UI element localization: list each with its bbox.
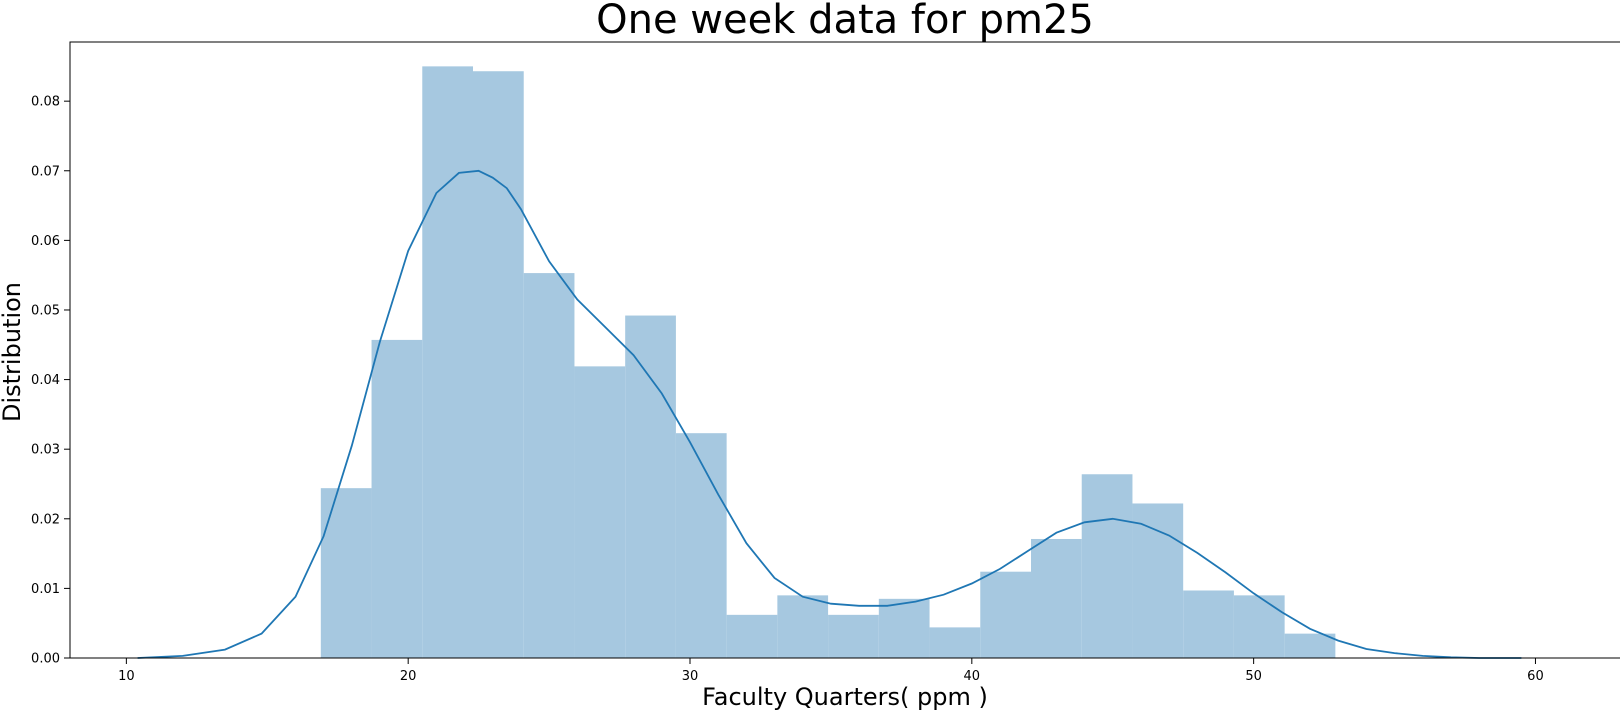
y-tick-label: 0.03 (31, 443, 60, 458)
y-axis-ticks: 0.00 0.01 0.02 0.03 0.04 0.05 0.06 0.07 0.08 (31, 95, 70, 667)
histogram-bars (320, 66, 1336, 659)
x-axis-label: Faculty Quarters( ppm ) (702, 683, 988, 711)
histogram-bar (625, 315, 676, 658)
histogram-bar (777, 595, 829, 658)
x-tick-label: 30 (682, 669, 699, 684)
histogram-bar (878, 598, 930, 658)
histogram-bar (574, 366, 626, 658)
histogram-bar (828, 614, 879, 658)
x-tick-label: 50 (1245, 669, 1262, 684)
y-axis-label: Distribution (0, 282, 26, 422)
y-tick-label: 0.07 (31, 164, 60, 179)
x-tick-label: 60 (1527, 669, 1544, 684)
histogram-bar (422, 66, 473, 659)
histogram-bar (1284, 633, 1336, 658)
x-tick-label: 10 (118, 669, 135, 684)
histogram-bar (1132, 503, 1184, 658)
histogram-bar (1183, 590, 1234, 658)
y-tick-label: 0.01 (31, 582, 60, 597)
x-axis-ticks: 10 20 30 40 50 60 (118, 658, 1544, 684)
y-tick-label: 0.00 (31, 652, 60, 667)
histogram-bar (473, 71, 524, 659)
histogram-bar (1031, 538, 1082, 658)
histogram-bar (371, 339, 423, 658)
x-tick-label: 40 (964, 669, 981, 684)
density-curve (137, 169, 1522, 659)
y-tick-label: 0.05 (31, 303, 60, 318)
y-tick-label: 0.02 (31, 512, 60, 527)
histogram-bar (980, 571, 1031, 658)
x-tick-label: 20 (400, 669, 417, 684)
chart-title: One week data for pm25 (596, 0, 1094, 43)
y-tick-label: 0.06 (31, 234, 60, 249)
axes-frame (69, 41, 1620, 659)
histogram-bar (320, 488, 372, 658)
histogram-bar (929, 627, 981, 658)
histogram-bar (1233, 595, 1285, 658)
y-tick-label: 0.08 (31, 95, 60, 110)
histogram-bar (1081, 474, 1133, 658)
histogram-bar (523, 273, 575, 658)
histogram-bar (726, 614, 778, 658)
histogram-bar (675, 433, 727, 658)
y-tick-label: 0.04 (31, 373, 60, 388)
